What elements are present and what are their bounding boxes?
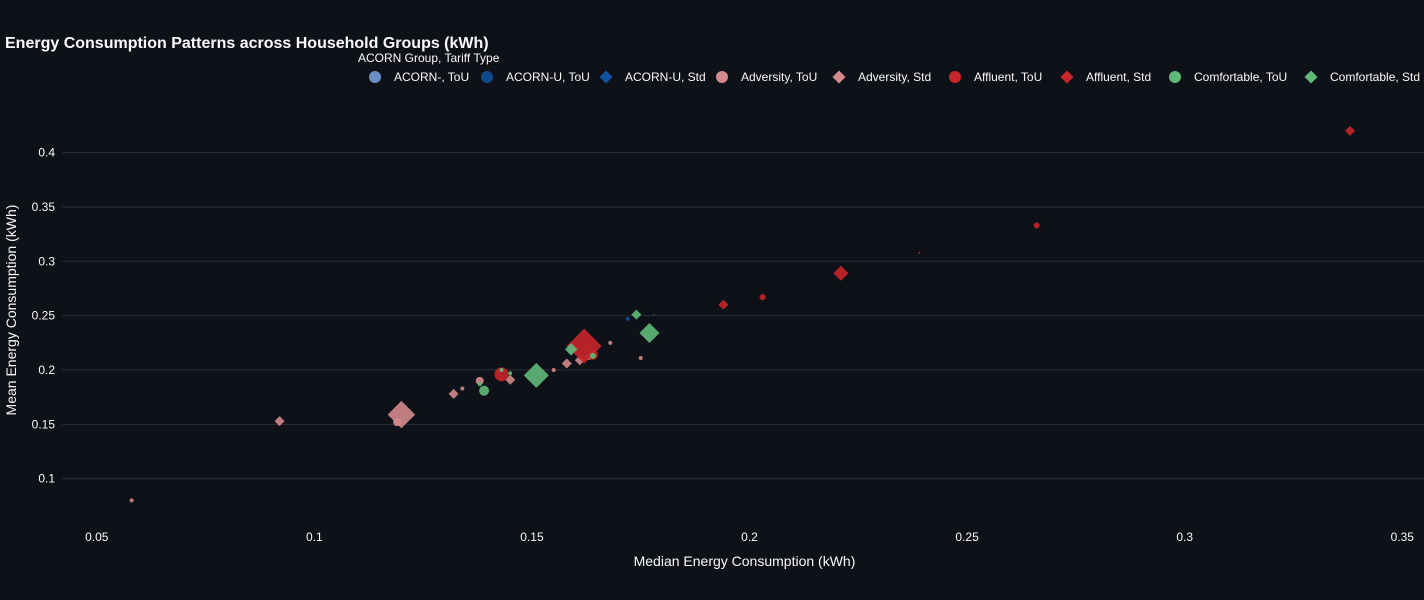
diamond-marker-icon: [1304, 70, 1318, 84]
data-point-circle: [608, 340, 613, 345]
circle-marker-icon: [1169, 71, 1181, 83]
x-tick-label: 0.2: [741, 530, 758, 544]
y-tick-label: 0.35: [32, 200, 56, 214]
legend-label: ACORN-, ToU: [394, 70, 470, 84]
data-point-diamond: [833, 265, 849, 281]
legend-label: Affluent, Std: [1086, 70, 1152, 84]
data-point-circle: [759, 294, 766, 301]
y-axis-title: Mean Energy Consumption (kWh): [3, 204, 19, 416]
diamond-marker-icon: [599, 70, 613, 84]
data-point-diamond: [561, 358, 572, 369]
legend-label: Comfortable, ToU: [1194, 70, 1288, 84]
legend-item[interactable]: Comfortable, ToU: [1168, 69, 1287, 85]
data-point-circle: [589, 352, 596, 359]
data-point-diamond: [631, 309, 642, 320]
y-tick-label: 0.3: [38, 254, 55, 268]
legend-item[interactable]: Adversity, ToU: [715, 69, 817, 85]
data-point-circle: [652, 313, 655, 316]
data-point-diamond: [274, 416, 285, 427]
data-point-circle: [499, 368, 504, 372]
data-point-circle: [475, 376, 484, 385]
x-tick-label: 0.1: [306, 530, 323, 544]
legend-item[interactable]: Affluent, ToU: [948, 69, 1042, 85]
legend-item[interactable]: Adversity, Std: [832, 69, 931, 85]
data-point-circle: [508, 371, 513, 376]
legend-item[interactable]: ACORN-, ToU: [368, 69, 469, 85]
data-point-circle: [918, 251, 921, 254]
diamond-marker-icon: [832, 70, 846, 84]
data-point-diamond: [564, 343, 578, 356]
data-point-circle: [460, 386, 465, 391]
x-tick-label: 0.35: [1391, 530, 1415, 544]
circle-marker-icon: [949, 71, 961, 83]
y-tick-label: 0.2: [38, 363, 55, 377]
y-tick-label: 0.4: [38, 146, 55, 160]
legend-item[interactable]: ACORN-U, Std: [599, 69, 706, 85]
y-tick-label: 0.15: [32, 417, 56, 431]
data-point-diamond: [718, 299, 729, 310]
diamond-marker-icon: [1060, 70, 1074, 84]
data-point-diamond: [1345, 125, 1356, 136]
circle-marker-icon: [481, 71, 493, 83]
legend-label: ACORN-U, Std: [625, 70, 706, 84]
data-point-diamond: [523, 362, 549, 388]
x-tick-label: 0.05: [85, 530, 109, 544]
data-point-circle: [638, 356, 643, 361]
data-point-diamond: [639, 323, 660, 344]
legend-label: Affluent, ToU: [974, 70, 1043, 84]
data-point-diamond: [625, 316, 631, 322]
data-point-circle: [479, 385, 490, 396]
data-point-diamond: [448, 388, 459, 399]
legend-item[interactable]: ACORN-U, ToU: [480, 69, 590, 85]
legend-label: Comfortable, Std: [1330, 70, 1421, 84]
y-tick-label: 0.25: [32, 309, 56, 323]
x-tick-label: 0.15: [520, 530, 544, 544]
data-point-circle: [1033, 222, 1040, 229]
x-tick-label: 0.25: [955, 530, 979, 544]
legend-item[interactable]: Affluent, Std: [1060, 69, 1151, 85]
legend-item[interactable]: Comfortable, Std: [1304, 69, 1420, 85]
circle-marker-icon: [716, 71, 728, 83]
y-tick-label: 0.1: [38, 472, 55, 486]
legend-label: ACORN-U, ToU: [506, 70, 590, 84]
x-axis-title: Median Energy Consumption (kWh): [633, 553, 856, 569]
data-point-circle: [551, 368, 556, 372]
data-point-diamond: [387, 400, 416, 429]
data-point-circle: [494, 367, 509, 382]
data-point-circle: [129, 498, 134, 503]
legend-label: Adversity, ToU: [741, 70, 818, 84]
x-tick-label: 0.3: [1176, 530, 1193, 544]
legend-title: ACORN Group, Tariff Type: [358, 51, 500, 65]
data-point-circle: [477, 382, 482, 387]
circle-marker-icon: [369, 71, 381, 83]
chart-title: Energy Consumption Patterns across House…: [5, 35, 489, 52]
legend-label: Adversity, Std: [858, 70, 932, 84]
